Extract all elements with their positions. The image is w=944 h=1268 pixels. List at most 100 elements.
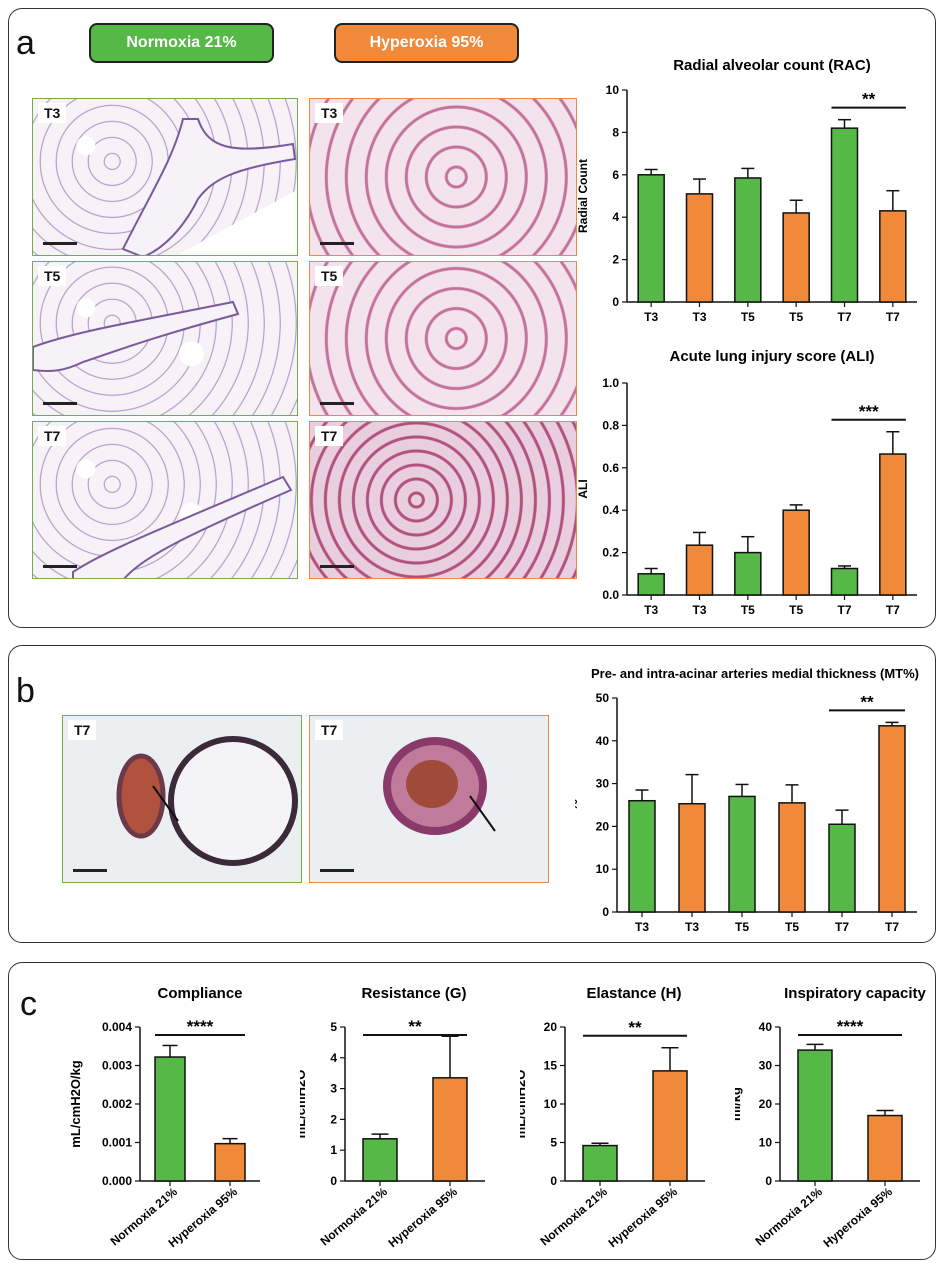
significance-label: **: [408, 1017, 422, 1036]
x-tick-label: T7: [885, 920, 899, 934]
legend-hyperoxia: Hyperoxia 95%: [334, 23, 519, 63]
y-tick-label: 6: [612, 168, 619, 182]
airway-illustration: [72, 475, 293, 578]
bar: [154, 1056, 186, 1182]
y-tick-label: 0.001: [102, 1136, 132, 1150]
micrograph-tag: T7: [315, 720, 344, 740]
bar: [778, 802, 806, 913]
y-tick-label: 0.003: [102, 1059, 132, 1073]
x-tick-label: T3: [635, 920, 649, 934]
x-tick-label: T5: [789, 603, 803, 617]
y-tick-label: 0.002: [102, 1097, 132, 1111]
micrograph-tag: T7: [315, 426, 344, 446]
micrograph-tag: T5: [38, 266, 67, 286]
micrograph-hyperoxia-t3: T3: [309, 98, 577, 256]
x-tick-label: Normoxia 21%: [538, 1184, 611, 1248]
y-tick-label: 0.4: [602, 503, 619, 517]
chart-resistance: Resistance (G) 0 1 2 3 4 5 mL/cmH2O Normoxia 21%…: [300, 985, 485, 1250]
y-tick-label: 0: [612, 295, 619, 309]
scale-bar: [320, 565, 354, 568]
panel-label-a: a: [16, 24, 35, 62]
x-tick-label: Normoxia 21%: [753, 1184, 826, 1248]
bar: [685, 193, 714, 303]
bar: [878, 725, 906, 913]
y-tick-label: 2: [330, 1112, 337, 1126]
y-tick-label: 20: [759, 1097, 773, 1111]
x-tick-label: T7: [886, 603, 900, 617]
x-tick-label: T5: [741, 310, 755, 324]
chart-medial-thickness: Pre- and intra-acinar arteries medial th…: [575, 666, 919, 934]
y-tick-label: 15: [544, 1059, 558, 1073]
bar: [678, 802, 706, 913]
chart-title: Inspiratory capacity: [784, 985, 926, 1002]
y-tick-label: 10: [544, 1097, 558, 1111]
panel-label-b: b: [16, 672, 35, 710]
y-tick-label: 40: [596, 734, 610, 748]
x-tick-label: T7: [837, 310, 851, 324]
micrograph-normoxia-t5: T5: [32, 261, 298, 416]
airway-illustration: [121, 118, 297, 255]
bar: [685, 544, 714, 596]
y-tick-label: 8: [612, 125, 619, 139]
y-axis-label: mL/cmH2O/kg: [70, 1060, 83, 1147]
significance-label: ****: [837, 1017, 864, 1036]
y-axis-label: Radial Count: [576, 159, 590, 233]
scale-bar: [43, 242, 77, 245]
chart-radial-alveolar-count: Radial alveolar count (RAC) 0 2 4 6 8 10 Radial…: [576, 57, 917, 324]
micrograph-tag: T5: [315, 266, 344, 286]
chart-title: Acute lung injury score (ALI): [669, 348, 874, 365]
bar: [734, 551, 762, 596]
y-tick-label: 0.6: [602, 461, 619, 475]
y-tick-label: 5: [550, 1136, 557, 1150]
scale-bar: [320, 402, 354, 405]
bar: [637, 573, 665, 596]
bar: [782, 509, 810, 596]
y-tick-label: 1: [330, 1143, 337, 1157]
chart-title: Elastance (H): [586, 985, 681, 1002]
x-tick-label: T5: [789, 310, 803, 324]
x-tick-label: T5: [741, 603, 755, 617]
y-tick-label: 10: [596, 862, 610, 876]
chart-title: Pre- and intra-acinar arteries medial th…: [591, 666, 919, 681]
bar: [879, 453, 907, 596]
x-tick-label: Hyperoxia 95%: [821, 1184, 896, 1250]
micrograph-tag: T3: [315, 103, 344, 123]
y-tick-label: 0.0: [602, 588, 619, 602]
y-tick-label: 10: [759, 1136, 773, 1150]
y-tick-label: 5: [330, 1020, 337, 1034]
bar: [362, 1138, 398, 1182]
bar: [828, 823, 856, 913]
x-tick-label: T3: [692, 310, 706, 324]
x-tick-label: T5: [735, 920, 749, 934]
y-tick-label: 20: [596, 819, 610, 833]
y-tick-label: 0.2: [602, 546, 619, 560]
x-tick-label: T7: [835, 920, 849, 934]
bar: [867, 1114, 903, 1182]
y-tick-label: 1.0: [602, 376, 619, 390]
panel-label-c: c: [20, 985, 37, 1023]
y-axis-label: %: [575, 799, 580, 811]
micrograph-hyperoxia-t7: T7: [309, 421, 577, 579]
micrograph-normoxia-t3: T3: [32, 98, 298, 256]
y-tick-label: 10: [606, 83, 620, 97]
y-tick-label: 0.8: [602, 418, 619, 432]
x-tick-label: Hyperoxia 95%: [386, 1184, 461, 1250]
airway-illustration: [33, 300, 240, 372]
chart-inspiratory-capacity: Inspiratory capacity 0 10 20 30 40 ml/kg Normox…: [735, 985, 927, 1250]
y-tick-label: 0: [765, 1174, 772, 1188]
chart-compliance: Compliance 0.000 0.001 0.002 0.003 0.004 mL/cm…: [70, 985, 260, 1250]
significance-label: **: [860, 692, 874, 711]
bar: [782, 212, 810, 303]
x-tick-label: T3: [644, 310, 658, 324]
y-tick-label: 0: [550, 1174, 557, 1188]
micrograph-tag: T7: [38, 426, 67, 446]
micrograph-normoxia-t7: T7: [32, 421, 298, 579]
bar: [797, 1049, 833, 1182]
significance-label: ***: [859, 402, 879, 421]
micrograph-hyperoxia-t5: T5: [309, 261, 577, 416]
micrograph-hyperoxia-t7-vessel: T7: [309, 715, 549, 883]
y-axis-label: mL/cmH2O: [520, 1070, 528, 1139]
legend-normoxia: Normoxia 21%: [89, 23, 274, 63]
chart-elastance: Elastance (H) 0 5 10 15 20 mL/cmH2O Normoxia 21…: [520, 985, 705, 1250]
micrograph-normoxia-t7-vessel: T7: [62, 715, 302, 883]
